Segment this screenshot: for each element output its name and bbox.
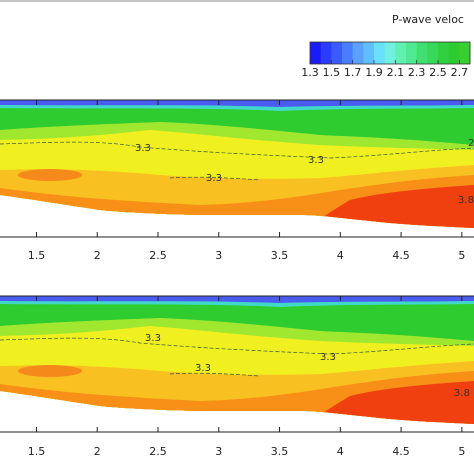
colorbar-tick-label: 2.5 <box>429 66 447 79</box>
contour-label: 3.3 <box>145 333 161 344</box>
x-tick-label: 1.5 <box>28 249 46 262</box>
colorbar-segment <box>342 42 354 64</box>
contour-label: 3.8 <box>454 388 470 399</box>
x-tick-label: 4.5 <box>392 249 410 262</box>
colorbar-tick-label: 2.3 <box>408 66 426 79</box>
colorbar-segment <box>406 42 418 64</box>
x-tick-label: 2 <box>94 249 101 262</box>
x-tick-label: 3.5 <box>271 445 289 458</box>
colorbar-tick-label: 1.7 <box>344 66 362 79</box>
colorbar-segment <box>331 42 343 64</box>
x-tick-label: 3.5 <box>271 249 289 262</box>
colorbar-tick-label: 1.5 <box>323 66 341 79</box>
colorbar-tick-label: 1.3 <box>301 66 319 79</box>
colorbar-segment <box>310 42 322 64</box>
colorbar-segment <box>374 42 386 64</box>
x-tick-label: 4 <box>337 249 344 262</box>
contour-label: 3.3 <box>195 363 211 374</box>
x-tick-label: 4 <box>337 445 344 458</box>
x-tick-label: 1.5 <box>28 445 46 458</box>
velocity-field <box>0 296 474 436</box>
colorbar-segment <box>438 42 450 64</box>
x-tick-label: 3 <box>215 249 222 262</box>
colorbar-segment <box>320 42 332 64</box>
colorbar-frame <box>309 41 471 65</box>
colorbar-title: P-wave veloc <box>392 13 464 26</box>
colorbar-segment <box>352 42 364 64</box>
colorbar-segment <box>459 42 471 64</box>
velocity-field <box>0 100 474 240</box>
colorbar-tick-label: 2.7 <box>451 66 469 79</box>
x-tick-label: 2.5 <box>149 249 167 262</box>
contour-label: 2 <box>468 138 474 149</box>
colorbar-segment <box>416 42 428 64</box>
x-tick-label: 3 <box>215 445 222 458</box>
x-tick-label: 2 <box>94 445 101 458</box>
contour-panel: 1.5 2 2.5 3 3.5 4 4.5 5 3.3 3.3 3.3 3.8 <box>0 295 474 458</box>
contour-label: 3.3 <box>135 143 151 154</box>
colorbar-segment <box>384 42 396 64</box>
colorbar-segment <box>395 42 407 64</box>
x-tick-label: 5 <box>458 249 465 262</box>
contour-label: 3.3 <box>308 155 324 166</box>
colorbar-segment <box>363 42 375 64</box>
contour-panel: 1.5 2 2.5 3 3.5 4 4.5 5 3.3 3.3 3.3 2 3.8 <box>0 99 474 262</box>
x-tick-label: 2.5 <box>149 445 167 458</box>
colorbar-segment <box>448 42 460 64</box>
colorbar-tick-label: 2.1 <box>387 66 405 79</box>
contour-label: 3.3 <box>206 173 222 184</box>
colorbar-segment <box>427 42 439 64</box>
colorbar-tick-label: 1.9 <box>365 66 383 79</box>
x-tick-label: 4.5 <box>392 445 410 458</box>
contour-label: 3.3 <box>320 352 336 363</box>
x-tick-label: 5 <box>458 445 465 458</box>
contour-label: 3.8 <box>458 195 474 206</box>
